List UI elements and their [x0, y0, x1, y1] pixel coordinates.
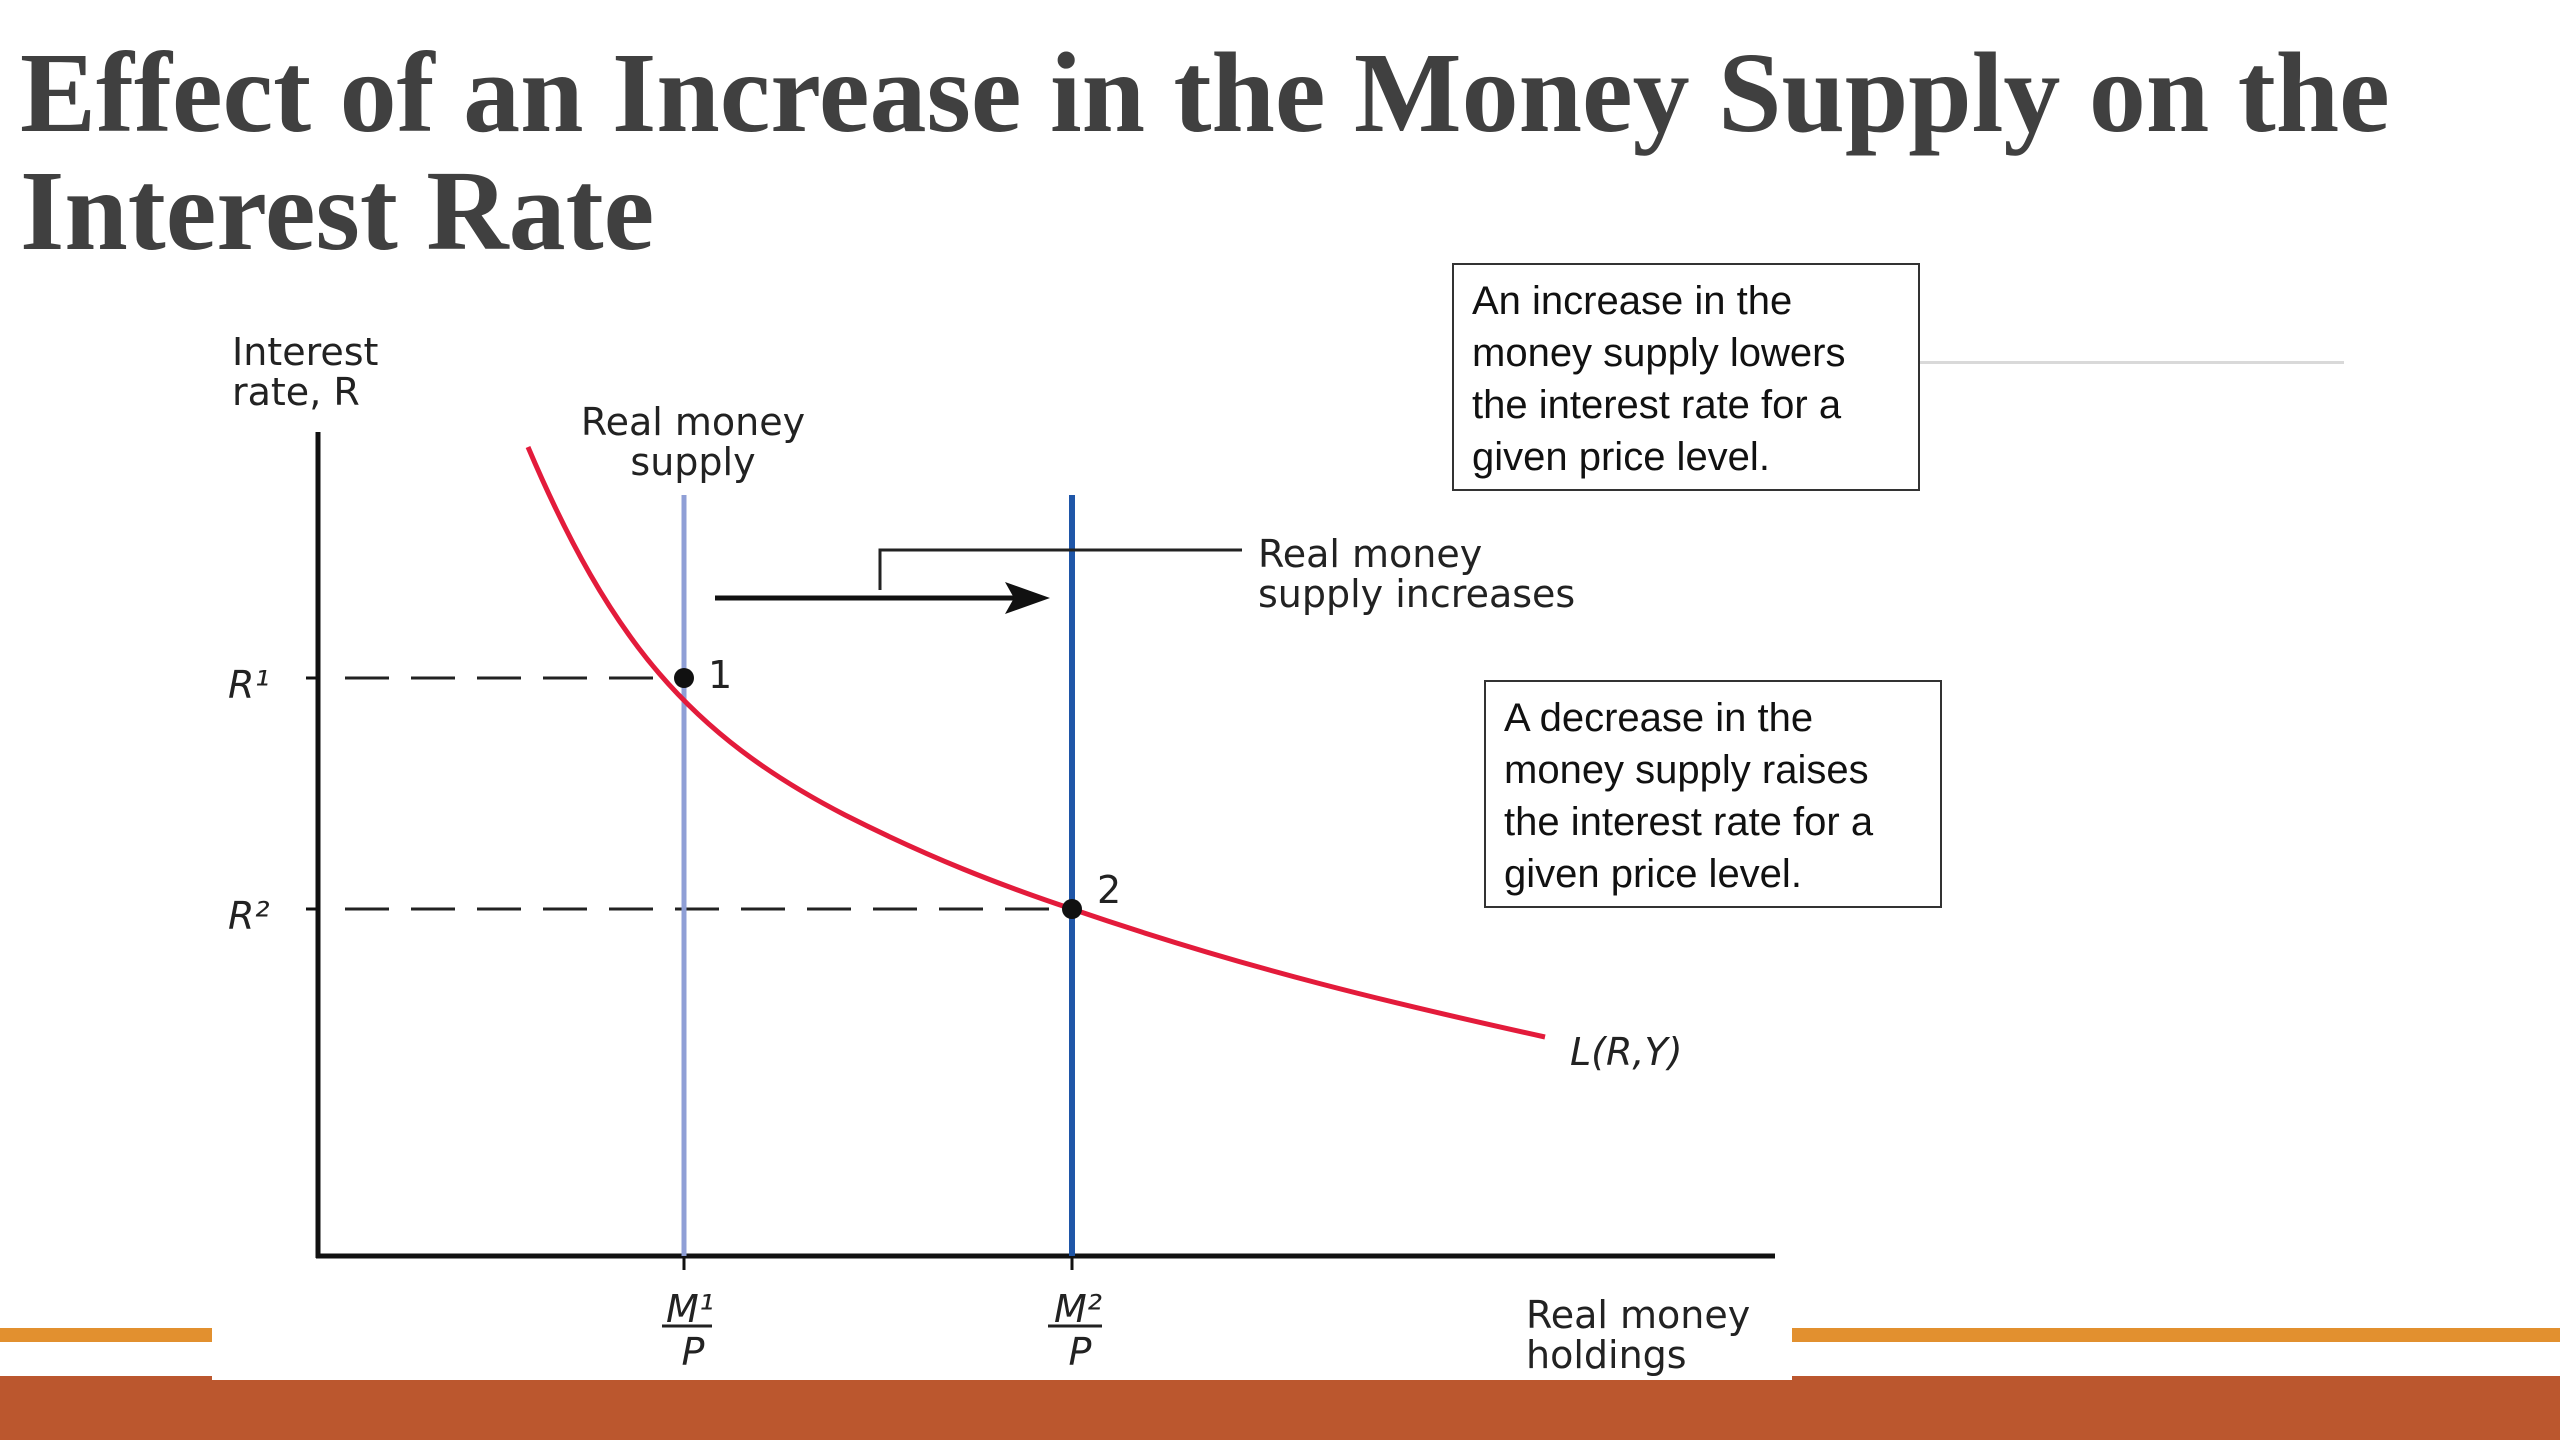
footer-band: [0, 1376, 2560, 1440]
point1-label: 1: [708, 653, 732, 697]
equilibrium-point-2: [1062, 899, 1082, 919]
shift-leader-line: [878, 548, 1242, 590]
increase-note: An increase in the money supply lowers t…: [1452, 263, 1920, 491]
equilibrium-point-1: [674, 668, 694, 688]
m1-denominator: P: [682, 1330, 705, 1374]
shift-arrowhead: [1005, 582, 1050, 614]
r2-label: R²: [228, 894, 270, 938]
slide-title: Effect of an Increase in the Money Suppl…: [20, 29, 2390, 274]
supply-label-line1: Real money: [581, 400, 805, 444]
point2-label: 2: [1097, 868, 1121, 912]
m1-numerator: M¹: [666, 1287, 714, 1331]
x-axis-label-line2: holdings: [1526, 1333, 1687, 1377]
r1-label: R¹: [228, 663, 270, 707]
shift-label-line2: supply increases: [1258, 572, 1575, 616]
y-axis-label-line1: Interest: [232, 330, 378, 374]
money-demand-curve: [525, 446, 1546, 1040]
supply-label-line2: supply: [630, 440, 755, 484]
demand-curve-label: L(R,Y): [1570, 1030, 1683, 1074]
divider-line: [1920, 361, 2344, 364]
shift-label-line1: Real money: [1258, 532, 1482, 576]
m2-numerator: M²: [1054, 1287, 1102, 1331]
decrease-note: A decrease in the money supply raises th…: [1484, 680, 1942, 908]
m2-denominator: P: [1069, 1330, 1092, 1374]
x-axis-label-line1: Real money: [1526, 1293, 1750, 1337]
y-axis-label-line2: rate, R: [232, 370, 360, 414]
